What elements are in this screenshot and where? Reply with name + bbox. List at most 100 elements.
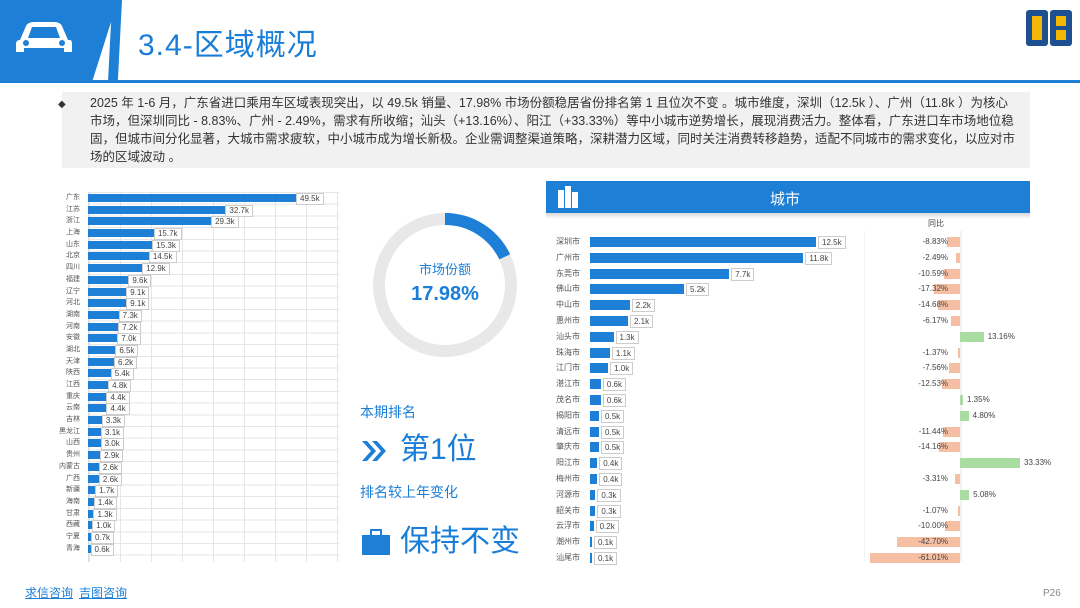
- province-row: 新疆 1.7k: [58, 484, 338, 498]
- province-value-label: 1.4k: [93, 496, 117, 509]
- province-bar: [88, 381, 109, 389]
- footer-link-jitu[interactable]: 吉图咨询: [79, 586, 128, 600]
- province-row: 甘肃 1.3k: [58, 508, 338, 521]
- province-value-label: 7.2k: [118, 321, 142, 334]
- province-label: 河南: [66, 322, 80, 330]
- yoy-value-label: -42.70%: [918, 537, 948, 547]
- yoy-bar: [934, 284, 960, 295]
- donut-value: 17.98%: [411, 283, 479, 305]
- city-bar: [590, 347, 610, 358]
- province-row: 山西 3.0k: [58, 437, 338, 451]
- province-bar: [88, 451, 101, 460]
- province-label: 重庆: [66, 392, 80, 400]
- province-bar: [88, 334, 118, 343]
- city-bar: [590, 363, 609, 374]
- province-bar-chart: 广东 49.5k 江苏 32.7k 浙江 29.3k 上海 15.7k 山东 15.3k 北京 14.…: [58, 192, 338, 556]
- footer-link-qiuxin[interactable]: 求信咨询: [25, 586, 74, 600]
- province-bar: [88, 310, 119, 319]
- city-bar: [590, 237, 816, 247]
- province-label: 辽宁: [66, 287, 80, 295]
- yoy-bar: [946, 237, 960, 247]
- yoy-bar: [945, 521, 960, 532]
- city-value-label: 0.1k: [594, 536, 618, 550]
- province-label: 吉林: [66, 416, 80, 424]
- city-bar: [590, 442, 600, 453]
- yoy-value-label: 5.08%: [973, 489, 996, 499]
- city-label: 潮州市: [556, 537, 580, 547]
- province-label: 广西: [66, 474, 80, 482]
- province-label: 新疆: [66, 486, 80, 494]
- province-row: 河南 7.2k: [58, 321, 338, 334]
- city-label: 茂名市: [556, 395, 580, 404]
- briefcase-icon: [362, 529, 390, 556]
- city-row: 东莞市 7.7k -10.59%: [540, 266, 1040, 282]
- yoy-bar: [939, 442, 960, 453]
- yoy-column-title: 同比: [928, 219, 944, 228]
- province-value-label: 49.5k: [296, 193, 324, 205]
- rank-label: 本期排名: [360, 404, 416, 420]
- province-label: 河北: [66, 299, 80, 307]
- province-label: 福建: [66, 275, 80, 283]
- donut-share-segment: [373, 213, 517, 357]
- province-value-label: 0.6k: [90, 543, 114, 556]
- province-row: 湖北 6.5k: [58, 344, 338, 357]
- intro-text: 2025 年 1-6 月，广东省进口乘用车区域表现突出，以 49.5k 销量、1…: [90, 96, 1016, 164]
- province-value-label: 4.4k: [106, 391, 130, 404]
- province-value-label: 32.7k: [225, 204, 253, 217]
- car-icon: [16, 22, 72, 52]
- yoy-value-label: 33.33%: [1024, 458, 1052, 468]
- city-label: 阳江市: [556, 458, 580, 468]
- province-row: 天津 6.2k: [58, 356, 338, 369]
- city-row: 惠州市 2.1k -6.17%: [540, 313, 1040, 329]
- province-label: 甘肃: [66, 509, 80, 517]
- province-label: 青海: [66, 544, 80, 552]
- province-value-label: 14.5k: [148, 251, 177, 264]
- page-title: 3.4-区域概况: [138, 29, 318, 62]
- province-label: 黑龙江: [59, 427, 80, 435]
- province-row: 西藏 1.0k: [58, 519, 338, 533]
- province-value-label: 7.3k: [118, 309, 142, 322]
- province-row: 内蒙古 2.6k: [58, 461, 338, 474]
- province-row: 海南 1.4k: [58, 496, 338, 509]
- city-bar: [590, 300, 630, 311]
- province-bar: [88, 345, 116, 354]
- city-bar: [590, 521, 594, 532]
- yoy-bar: [960, 395, 963, 405]
- city-value-label: 0.6k: [602, 378, 626, 392]
- header: 3.4-区域概况: [0, 0, 1080, 83]
- province-bar: [88, 486, 96, 495]
- yoy-bar: [956, 252, 960, 263]
- city-label: 韶关市: [556, 505, 580, 515]
- province-bar: [88, 357, 115, 366]
- city-label: 珠海市: [556, 347, 580, 357]
- city-row: 汕尾市 0.1k -61.01%: [540, 550, 1040, 566]
- city-row: 江门市 1.0k -7.56%: [540, 360, 1040, 376]
- province-row: 云南 4.4k: [58, 402, 338, 416]
- yoy-bar: [941, 379, 960, 390]
- city-bar: [590, 489, 596, 500]
- city-value-label: 1.0k: [610, 362, 634, 376]
- yoy-bar: [938, 300, 960, 311]
- city-row: 梅州市 0.4k -3.31%: [540, 471, 1040, 487]
- city-bar: [590, 505, 596, 516]
- city-value-label: 0.5k: [601, 425, 625, 439]
- city-label: 广州市: [556, 252, 580, 262]
- city-label: 佛山市: [556, 284, 580, 294]
- city-bar: [590, 252, 804, 263]
- province-value-label: 15.3k: [152, 239, 180, 252]
- province-value-label: 2.9k: [100, 450, 124, 463]
- yoy-value-label: -14.16%: [918, 442, 948, 452]
- city-value-label: 2.1k: [629, 315, 654, 328]
- city-value-label: 0.2k: [595, 520, 619, 534]
- donut-svg: [373, 213, 517, 357]
- province-bar: [88, 217, 212, 226]
- yoy-bar: [960, 410, 969, 421]
- yoy-bar: [948, 363, 960, 374]
- province-bar: [88, 392, 107, 401]
- province-value-label: 6.5k: [115, 344, 139, 357]
- province-bar: [88, 194, 296, 202]
- province-value-label: 15.7k: [153, 228, 182, 241]
- province-bar: [88, 205, 226, 214]
- city-header-shadow: [546, 213, 1030, 219]
- province-label: 云南: [66, 404, 80, 412]
